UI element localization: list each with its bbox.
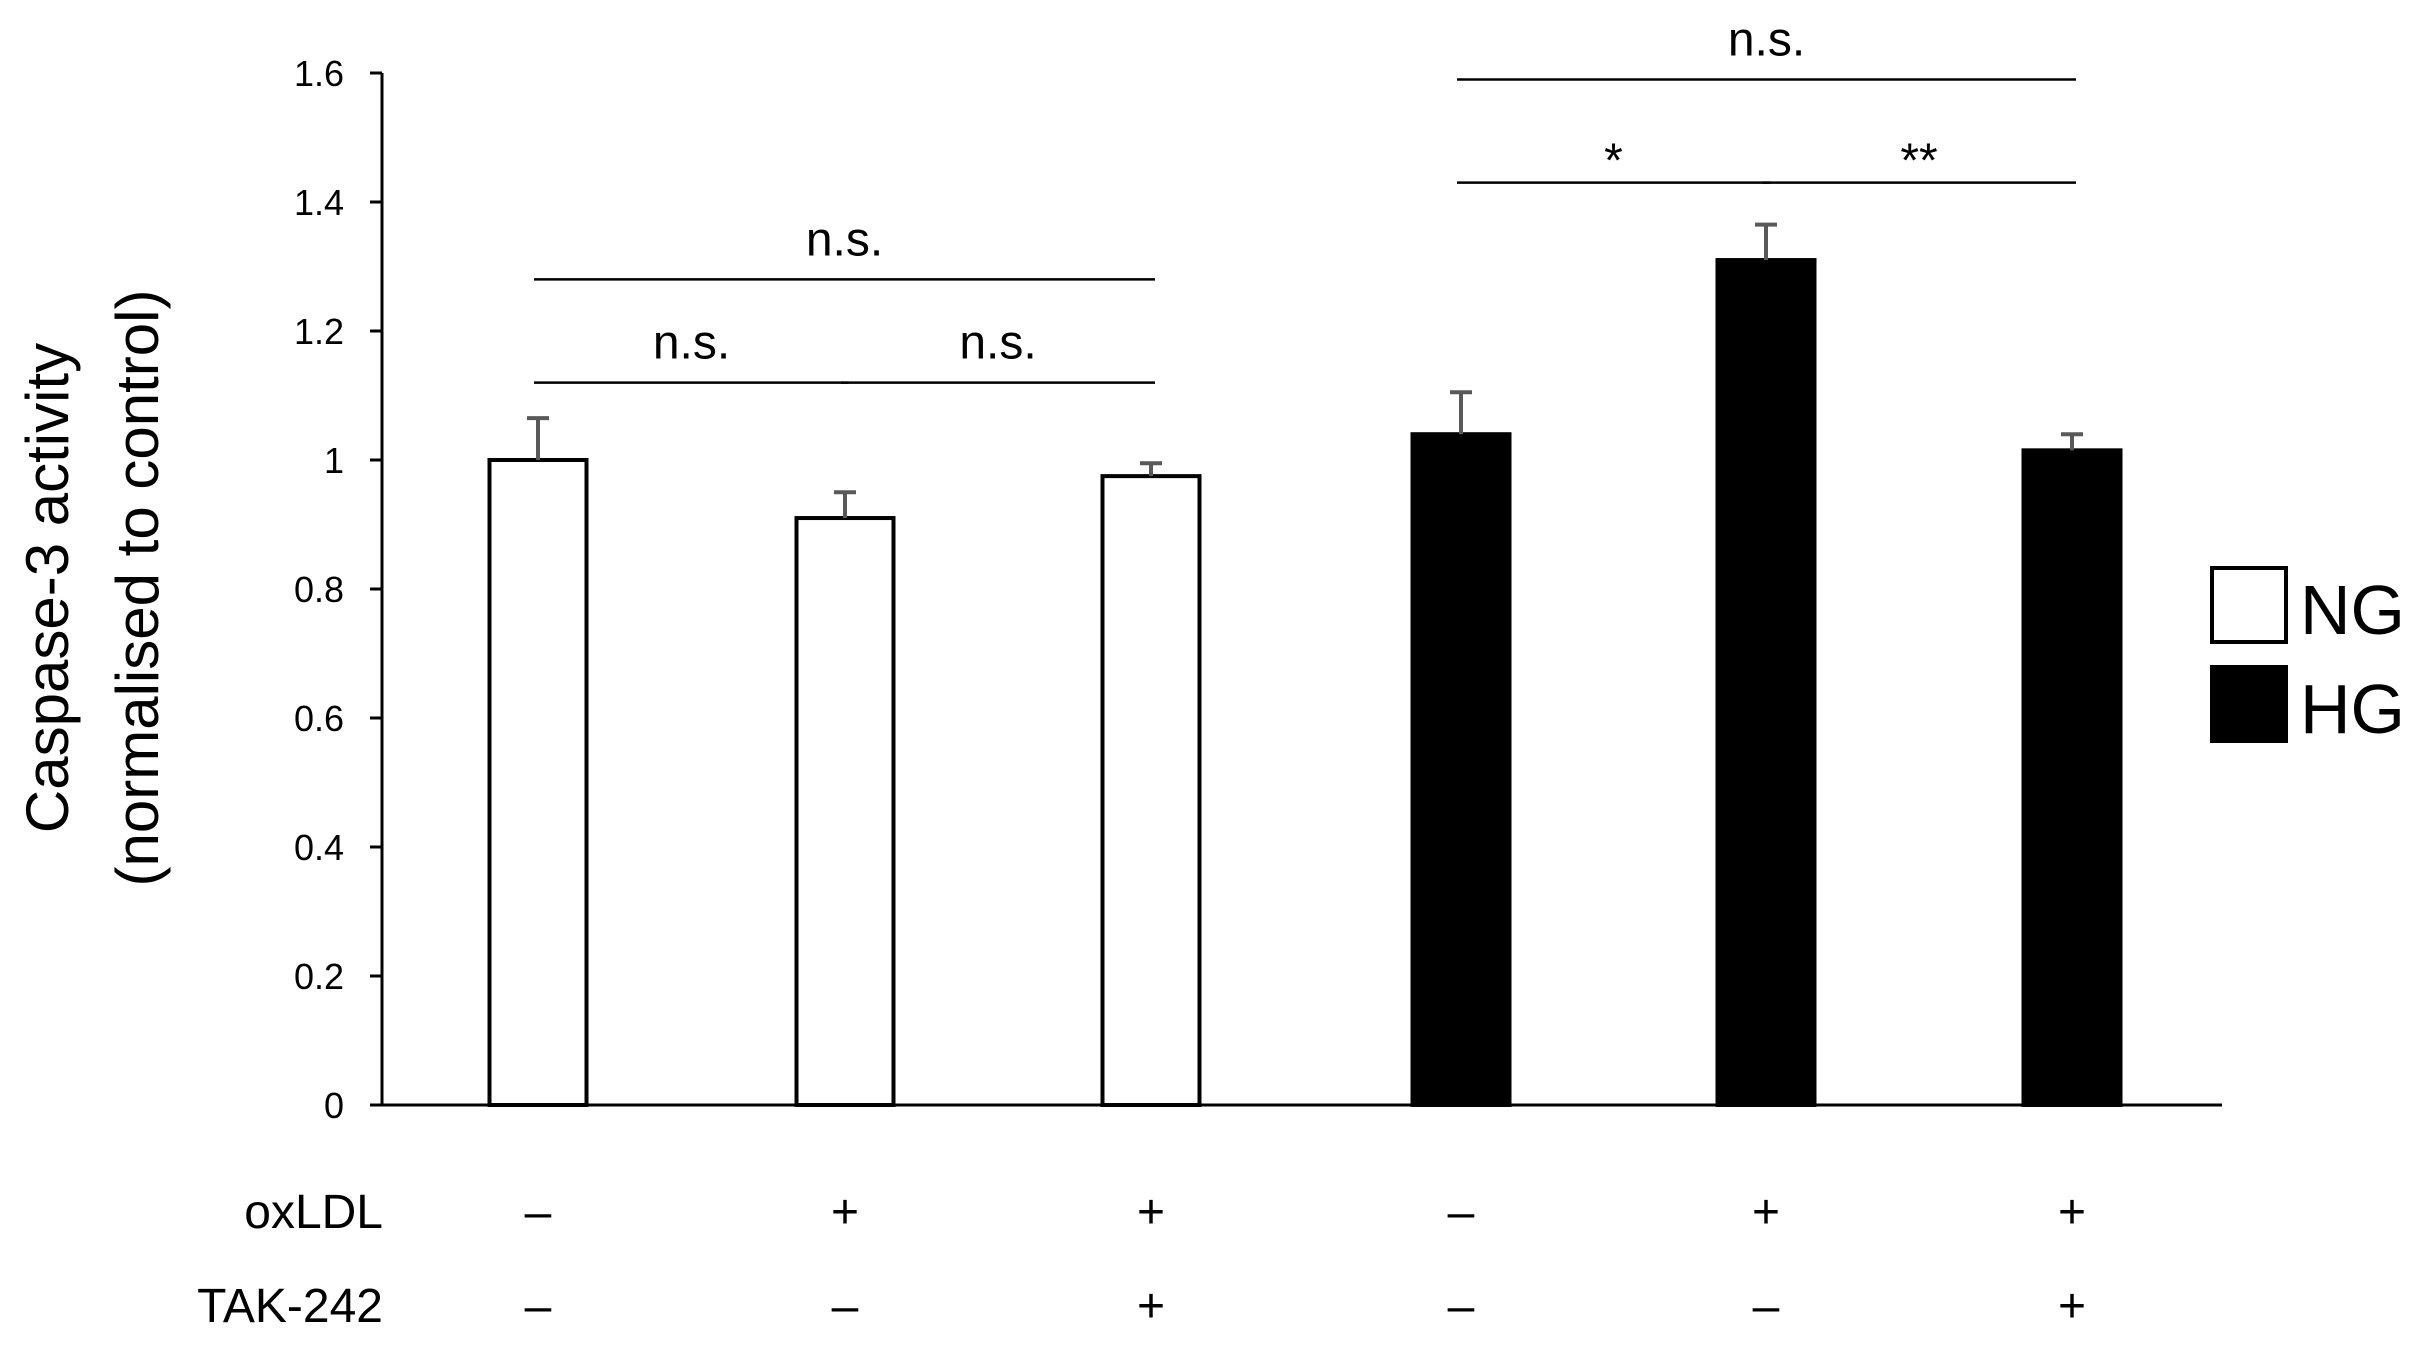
y-axis-label-line2: (normalised to control) [104, 290, 171, 887]
bars [487, 222, 2123, 1107]
bar-5 [1715, 258, 1817, 1107]
axes: 0 0.2 0.4 0.6 0.8 1 1.2 1.4 1.6 [294, 53, 2222, 1126]
condition-label-TAK-242: TAK-242 [197, 1280, 383, 1333]
legend-swatch-NG [2210, 566, 2288, 644]
condition-value: – [1448, 1186, 1475, 1239]
y-tick-label: 1.4 [294, 182, 344, 223]
y-tick-label: 1 [324, 440, 344, 481]
significance-label-2: n.s. [653, 317, 730, 370]
condition-value: – [1753, 1280, 1780, 1333]
y-tick-label: 1.6 [294, 53, 344, 94]
bar-4 [1410, 432, 1512, 1107]
significance-brackets: n.s.n.s. n.s.n.s.* ** [534, 13, 2076, 384]
condition-value: – [525, 1186, 552, 1239]
significance-label-3: n.s. [959, 317, 1036, 370]
condition-value: + [2058, 1280, 2086, 1333]
bar-1 [487, 458, 589, 1107]
condition-label-oxLDL: oxLDL [244, 1186, 383, 1239]
y-tick-label: 0.8 [294, 569, 344, 610]
y-axis-label: Caspase-3 activity (normalised to contro… [14, 290, 171, 887]
condition-value: + [831, 1186, 859, 1239]
condition-value: – [832, 1280, 859, 1333]
significance-label-1: n.s. [806, 213, 883, 266]
y-tick-label: 1.2 [294, 311, 344, 352]
y-tick-label: 0.4 [294, 827, 344, 868]
legend-swatch-HG [2210, 665, 2288, 743]
bar-6 [2021, 448, 2123, 1107]
y-tick-label: 0 [324, 1085, 344, 1126]
condition-value: + [2058, 1186, 2086, 1239]
y-tick-label: 0.2 [294, 956, 344, 997]
significance-label-6: ** [1900, 135, 1937, 188]
significance-label-5: * [1604, 135, 1623, 188]
condition-value: – [525, 1280, 552, 1333]
condition-value: + [1752, 1186, 1780, 1239]
legend-label-NG: NG [2300, 571, 2405, 649]
condition-value: – [1448, 1280, 1475, 1333]
significance-label-4: n.s. [1728, 13, 1805, 66]
y-tick-label: 0.6 [294, 698, 344, 739]
y-axis-label-line1: Caspase-3 activity [14, 343, 81, 833]
condition-table: oxLDL – + + – + + TAK-242 – – + – – + [197, 1186, 2086, 1333]
bar-2 [794, 516, 896, 1107]
legend: NG HG [2210, 566, 2405, 748]
bar-3 [1100, 474, 1202, 1107]
condition-value: + [1137, 1186, 1165, 1239]
condition-value: + [1137, 1280, 1165, 1333]
legend-label-HG: HG [2300, 670, 2405, 748]
